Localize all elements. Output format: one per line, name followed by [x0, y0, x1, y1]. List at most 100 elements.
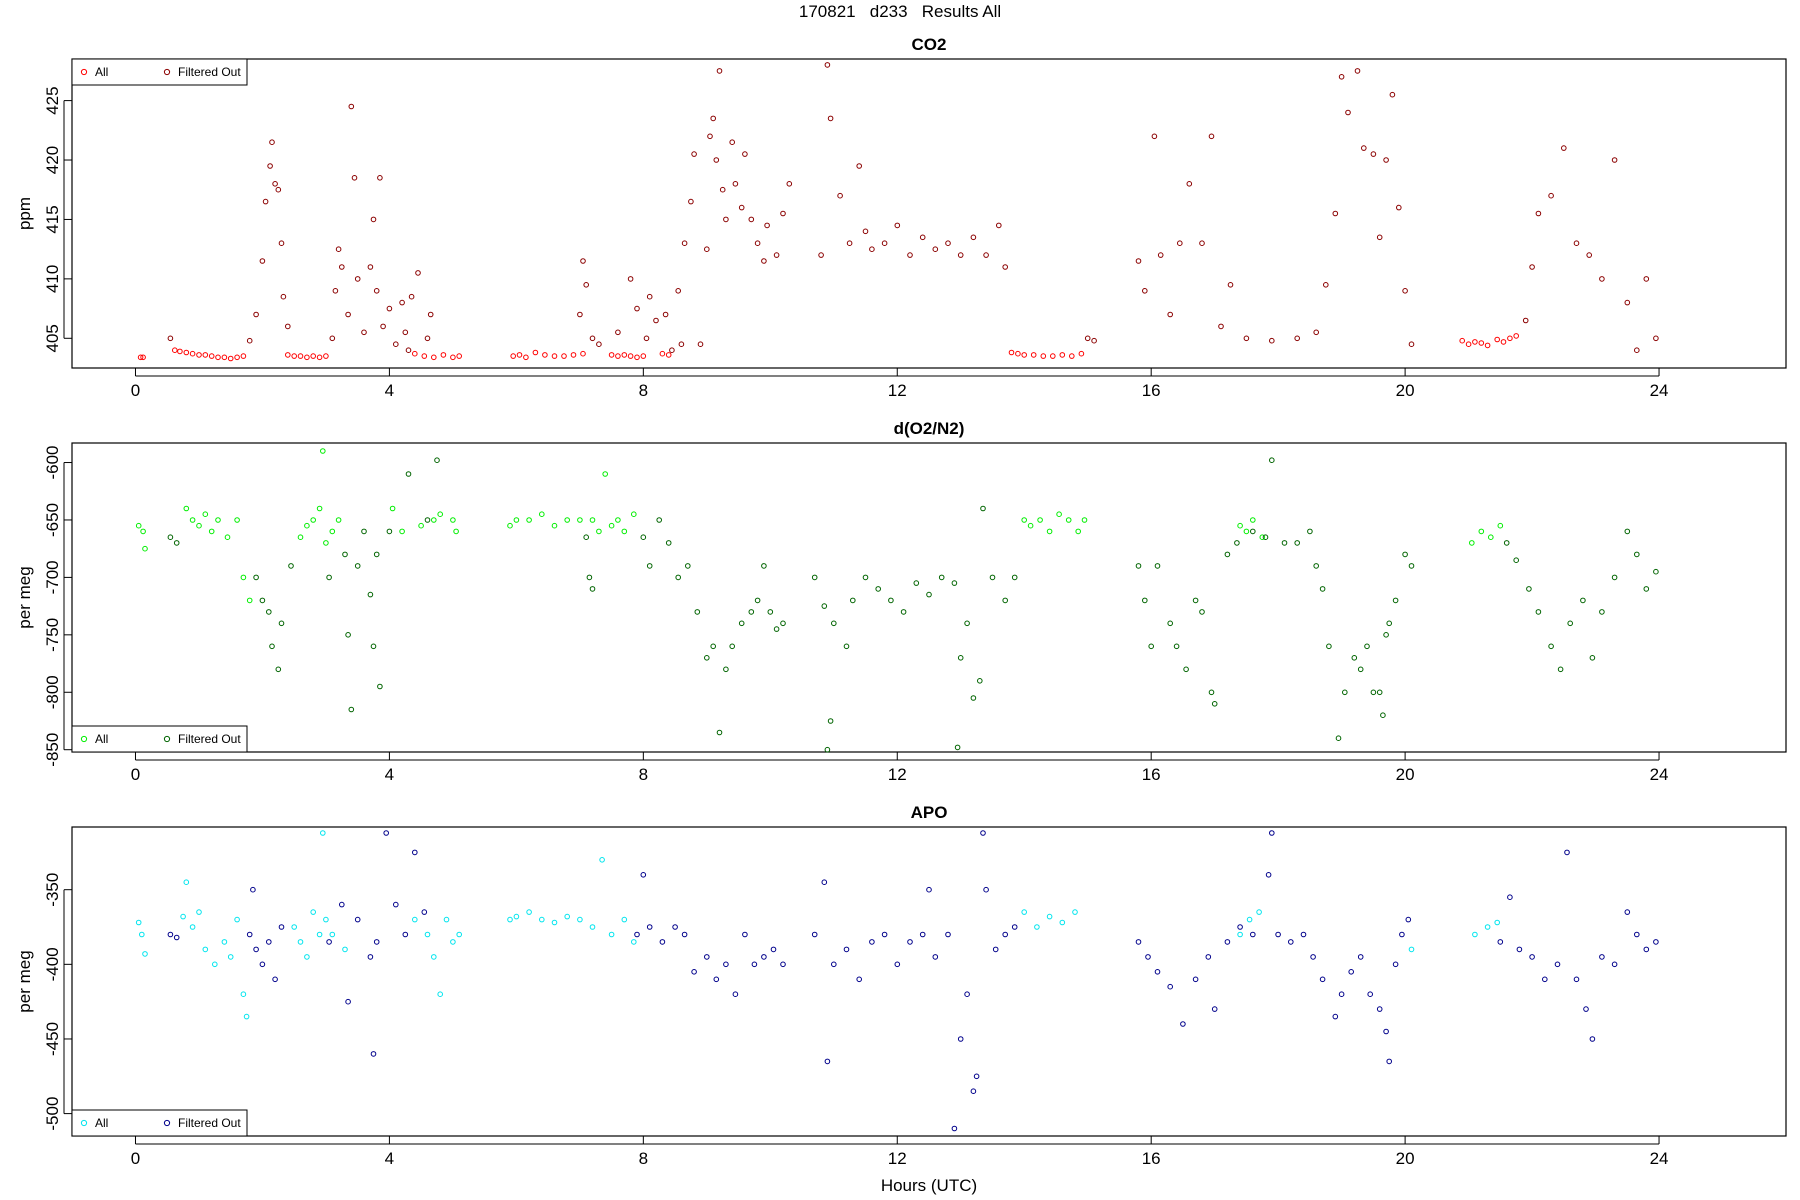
- data-point: [621, 352, 628, 358]
- data-point: [1250, 517, 1256, 523]
- data-point: [399, 528, 405, 535]
- data-point: [1173, 643, 1180, 650]
- data-point: [646, 293, 653, 300]
- series-all: [137, 333, 1519, 362]
- data-point: [1561, 145, 1567, 151]
- data-point: [1091, 337, 1097, 344]
- data-point: [196, 909, 202, 915]
- data-point: [167, 335, 174, 342]
- data-point: [970, 1088, 977, 1094]
- data-point: [189, 517, 196, 523]
- legend-label: All: [95, 732, 108, 746]
- data-point: [1319, 586, 1326, 592]
- series-filtered-out: [167, 457, 1659, 753]
- data-point: [142, 545, 148, 552]
- data-point: [1643, 276, 1650, 282]
- data-point: [821, 603, 828, 609]
- data-point: [640, 353, 647, 359]
- data-point: [373, 288, 380, 294]
- data-point: [434, 457, 440, 464]
- data-point: [643, 335, 650, 342]
- data-point: [894, 961, 901, 968]
- plot-frame: [71, 58, 1787, 369]
- data-point: [266, 939, 272, 945]
- data-point: [678, 341, 685, 348]
- data-point: [173, 540, 180, 546]
- data-point: [326, 939, 332, 945]
- y-tick-label: -800: [43, 675, 62, 709]
- data-point: [135, 522, 142, 529]
- data-point: [742, 931, 748, 938]
- data-point: [513, 517, 520, 523]
- data-point: [1408, 341, 1415, 348]
- data-point: [297, 534, 304, 541]
- data-point: [754, 597, 761, 604]
- data-point: [716, 68, 723, 74]
- data-point: [621, 916, 628, 923]
- data-point: [1383, 1028, 1389, 1035]
- data-point: [710, 643, 717, 650]
- data-point: [697, 341, 704, 348]
- data-point: [1307, 528, 1313, 535]
- panel-1: CO2 0 4 8 12 16 20 24 405 410 415 420 425 ppm All Filte…: [15, 35, 1787, 400]
- data-point: [945, 931, 951, 938]
- data-point: [732, 181, 739, 187]
- data-point: [1653, 939, 1659, 945]
- data-point: [780, 620, 786, 627]
- data-point: [1342, 689, 1348, 696]
- data-point: [140, 354, 146, 361]
- data-point: [456, 353, 463, 359]
- data-point: [1583, 1006, 1589, 1012]
- data-point: [831, 620, 837, 627]
- data-point: [907, 939, 913, 945]
- data-point: [1338, 991, 1345, 998]
- data-point: [278, 620, 285, 627]
- data-point: [373, 551, 380, 558]
- data-point: [513, 913, 520, 920]
- data-point: [1567, 620, 1573, 627]
- data-point: [761, 258, 767, 264]
- data-point: [354, 916, 361, 923]
- data-point: [627, 276, 634, 282]
- data-point: [1611, 157, 1618, 163]
- data-point: [339, 264, 345, 270]
- data-point: [938, 574, 945, 581]
- data-point: [615, 517, 621, 523]
- data-point: [1497, 522, 1504, 529]
- data-point: [1465, 341, 1472, 348]
- data-point: [1234, 540, 1240, 546]
- data-point: [1319, 976, 1326, 983]
- data-point: [1573, 240, 1580, 246]
- data-point: [1056, 511, 1062, 518]
- data-point: [1142, 597, 1148, 604]
- data-point: [1335, 735, 1342, 742]
- data-point: [373, 939, 380, 945]
- data-point: [1237, 931, 1243, 938]
- data-point: [811, 574, 818, 581]
- data-point: [913, 580, 920, 586]
- data-point: [1488, 534, 1494, 541]
- data-point: [824, 1058, 831, 1065]
- data-point: [824, 62, 831, 68]
- data-point: [551, 919, 558, 926]
- data-point: [1589, 655, 1596, 661]
- data-point: [1246, 916, 1253, 923]
- x-tick-label: 8: [639, 381, 648, 400]
- data-point: [1021, 352, 1027, 358]
- x-tick-label: 4: [385, 765, 394, 784]
- data-point: [1027, 522, 1034, 529]
- x-tick-label: 12: [888, 381, 907, 400]
- data-point: [599, 857, 605, 863]
- data-point: [348, 706, 355, 713]
- data-point: [723, 666, 729, 673]
- data-point: [1513, 333, 1519, 339]
- data-point: [1643, 946, 1650, 953]
- data-point: [1599, 609, 1605, 615]
- data-point: [761, 954, 767, 960]
- data-point: [367, 954, 374, 960]
- data-point: [862, 228, 869, 235]
- data-point: [1522, 317, 1529, 324]
- data-point: [713, 157, 720, 163]
- data-point: [1529, 264, 1535, 270]
- data-point: [335, 246, 342, 252]
